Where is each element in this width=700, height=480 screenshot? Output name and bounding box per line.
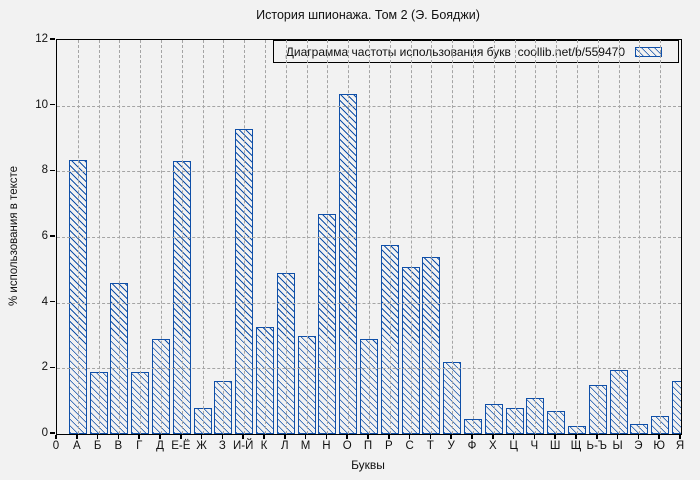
x-tick-label-Б: Б <box>93 440 102 452</box>
x-tick <box>471 434 473 439</box>
horizontal-gridline <box>57 368 681 370</box>
y-tick-label-12: 12 <box>35 33 48 45</box>
x-tick <box>450 434 452 439</box>
x-tick <box>284 434 286 439</box>
x-tick <box>159 434 161 439</box>
y-tick <box>50 432 55 434</box>
x-tick <box>658 434 660 439</box>
chart-title: История шпионажа. Том 2 (Э. Бояджи) <box>256 8 480 22</box>
x-tick-label-Т: Т <box>426 440 434 452</box>
x-tick-label-Ь-Ъ: Ь-Ъ <box>586 440 608 452</box>
x-tick-label-0: 0 <box>52 440 60 452</box>
x-tick <box>200 434 203 439</box>
x-tick-label-Р: Р <box>384 440 393 452</box>
y-tick <box>50 103 55 106</box>
x-tick-label-С: С <box>405 440 414 452</box>
x-tick-label-П: П <box>363 440 373 452</box>
horizontal-gridline <box>57 237 681 238</box>
x-tick <box>325 434 328 439</box>
x-tick-label-Э: Э <box>634 440 643 452</box>
y-tick <box>50 235 55 237</box>
x-tick <box>55 434 57 439</box>
x-tick <box>492 434 494 439</box>
x-tick <box>96 434 99 439</box>
y-tick-label-8: 8 <box>41 164 48 177</box>
x-tick <box>408 434 411 439</box>
x-tick-label-Ю: Ю <box>653 440 665 452</box>
y-tick-label-0: 0 <box>41 427 48 439</box>
horizontal-gridline <box>57 171 681 173</box>
x-tick-label-О: О <box>342 440 352 452</box>
x-tick-label-Н: Н <box>322 440 331 452</box>
x-tick <box>76 434 78 439</box>
x-tick <box>304 434 307 439</box>
x-tick-label-З: З <box>218 440 226 452</box>
x-tick <box>263 434 265 439</box>
y-tick-label-10: 10 <box>35 98 48 111</box>
x-tick <box>637 434 640 439</box>
legend-hatch-swatch-icon <box>635 46 662 57</box>
x-tick <box>512 434 515 439</box>
plot-area: Диаграмма частоты использования букв coo… <box>56 39 682 435</box>
x-tick-label-Ф: Ф <box>467 440 477 452</box>
y-tick-label-2: 2 <box>41 361 48 374</box>
x-tick-label-У: У <box>447 440 455 452</box>
x-axis-title: Буквы <box>351 458 385 472</box>
bar-Я <box>672 381 681 434</box>
x-tick-label-А: А <box>72 440 81 452</box>
y-tick-label-4: 4 <box>41 295 48 308</box>
x-tick-label-Ш: Ш <box>549 440 561 452</box>
x-tick <box>616 434 619 439</box>
x-tick <box>596 434 598 439</box>
x-tick <box>554 434 556 439</box>
horizontal-gridline <box>57 302 681 304</box>
x-tick <box>533 434 536 439</box>
x-tick-label-Щ: Щ <box>570 440 582 452</box>
x-tick-label-Ц: Ц <box>509 440 518 452</box>
y-tick <box>50 300 55 303</box>
x-tick-label-Я: Я <box>675 440 685 452</box>
x-tick <box>180 434 182 439</box>
x-tick <box>242 434 244 439</box>
x-tick <box>138 434 140 439</box>
x-tick-label-Г: Г <box>136 440 143 452</box>
x-tick-label-М: М <box>300 440 311 452</box>
x-tick <box>679 434 681 439</box>
y-tick <box>50 38 55 40</box>
x-tick <box>367 434 369 439</box>
y-tick <box>50 169 55 172</box>
x-tick-label-Ч: Ч <box>530 440 539 452</box>
x-tick <box>388 434 390 439</box>
x-tick-label-И-Й: И-Й <box>233 440 254 452</box>
x-tick-label-Ы: Ы <box>612 440 623 452</box>
x-tick <box>117 434 120 439</box>
x-tick-label-В: В <box>114 440 123 452</box>
x-tick-label-Д: Д <box>156 440 164 452</box>
x-tick <box>429 434 432 439</box>
horizontal-gridline <box>57 105 681 107</box>
x-tick-label-Х: Х <box>488 440 497 452</box>
y-tick-label-6: 6 <box>41 230 48 242</box>
x-tick-label-Л: Л <box>281 440 289 452</box>
x-tick <box>346 434 348 439</box>
x-tick-label-Ж: Ж <box>196 440 207 452</box>
x-tick <box>221 434 224 439</box>
x-tick-label-Е-Ё: Е-Ё <box>171 440 191 452</box>
x-tick <box>575 434 577 439</box>
vertical-gridline <box>681 40 682 434</box>
legend-label: Диаграмма частоты использования букв coo… <box>285 44 625 59</box>
y-tick <box>50 366 55 369</box>
x-tick-label-К: К <box>260 440 268 452</box>
